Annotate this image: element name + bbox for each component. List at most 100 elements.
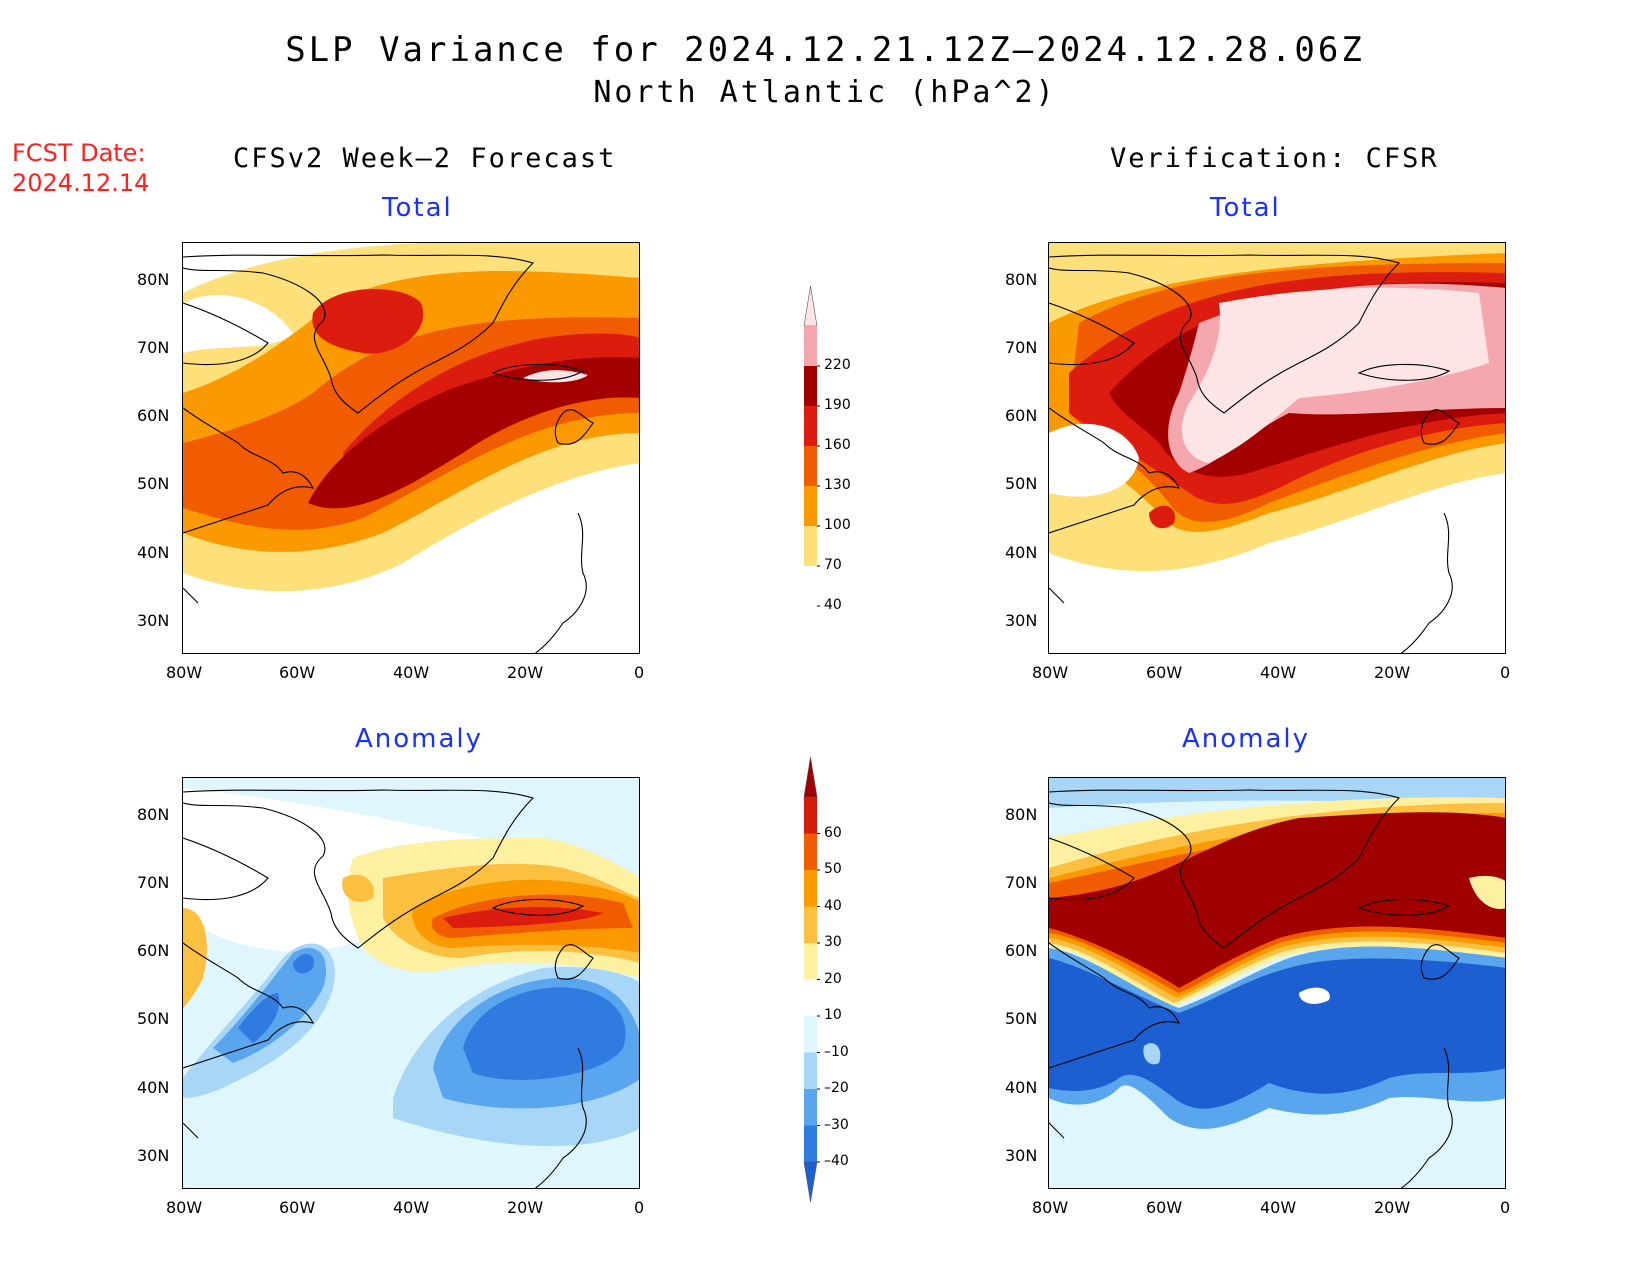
lat-tick: 60N (1005, 941, 1038, 960)
colorbar-anomaly-label: –10 (824, 1043, 849, 1060)
colorbar-anomaly-swatch (804, 1052, 817, 1089)
lat-tick: 80N (137, 805, 170, 824)
lon-tick: 80W (1032, 1198, 1069, 1217)
lat-tick: 50N (137, 474, 170, 493)
colorbar-anomaly-swatches (803, 757, 820, 1202)
panel-bl-title: Anomaly (355, 724, 484, 754)
lat-tick: 80N (1005, 270, 1038, 289)
colorbar-total-swatch (804, 486, 817, 526)
lon-tick: 40W (393, 663, 430, 682)
colorbar-total-over-triangle (803, 286, 818, 327)
lon-tick: 20W (507, 1198, 544, 1217)
lat-tick: 80N (137, 270, 170, 289)
map-forecast-total-fill (183, 243, 639, 653)
left-column-title: CFSv2 Week–2 Forecast (233, 143, 617, 174)
lat-tick: 50N (1005, 1009, 1038, 1028)
main-subtitle: North Atlantic (hPa^2) (593, 75, 1057, 110)
lon-tick: 40W (1260, 663, 1297, 682)
colorbar-total-label: 40 (824, 597, 842, 613)
colorbar-total-label: 190 (824, 397, 851, 413)
lat-tick: 50N (137, 1009, 170, 1028)
lat-tick: 70N (137, 873, 170, 892)
colorbar-anomaly-swatch (804, 1016, 817, 1053)
colorbar-total-label: 100 (824, 517, 851, 533)
lon-tick: 80W (166, 663, 203, 682)
lon-tick: 80W (166, 1198, 203, 1217)
lat-tick: 40N (137, 1078, 170, 1097)
colorbar-anomaly-label: 50 (824, 861, 842, 877)
lat-tick: 80N (1005, 805, 1038, 824)
lon-tick: 0 (634, 663, 645, 682)
lon-tick: 60W (279, 1198, 316, 1217)
map-verification-total (1048, 242, 1506, 654)
colorbar-total-swatch (804, 326, 817, 366)
lat-tick: 70N (137, 338, 170, 357)
fcst-date-value: 2024.12.14 (12, 169, 150, 197)
lon-tick: 0 (1500, 1198, 1511, 1217)
lon-tick: 0 (634, 1198, 645, 1217)
colorbar-anomaly-over-triangle (803, 757, 818, 798)
colorbar-anomaly-swatch (804, 979, 817, 1016)
lat-tick: 60N (137, 406, 170, 425)
colorbar-anomaly-label: 40 (824, 897, 842, 914)
colorbar-anomaly-label: –30 (824, 1116, 849, 1133)
colorbar-anomaly-under-triangle (803, 1161, 818, 1202)
right-column-title: Verification: CFSR (1110, 143, 1439, 174)
lat-tick: 40N (1005, 1078, 1038, 1097)
colorbar-total-label: 130 (824, 477, 851, 493)
lat-tick: 30N (137, 611, 170, 630)
colorbar-total-label: 160 (824, 437, 851, 453)
lon-tick: 20W (1374, 1198, 1411, 1217)
colorbar-total-label: 220 (824, 357, 851, 373)
lat-tick: 50N (1005, 474, 1038, 493)
lat-tick: 40N (1005, 543, 1038, 562)
colorbar-total-swatches (803, 286, 820, 607)
colorbar-anomaly-label: 60 (824, 824, 842, 841)
lat-tick: 70N (1005, 873, 1038, 892)
map-verification-anomaly (1048, 777, 1506, 1189)
lat-tick: 60N (1005, 406, 1038, 425)
colorbar-anomaly-swatch (804, 870, 817, 907)
map-verification-anomaly-fill (1049, 778, 1505, 1188)
lon-tick: 60W (279, 663, 316, 682)
lon-tick: 80W (1032, 663, 1069, 682)
colorbar-anomaly-swatch (804, 906, 817, 943)
colorbar-total-swatch (804, 406, 817, 446)
colorbar-anomaly-label: –20 (824, 1080, 849, 1096)
map-verification-total-fill (1049, 243, 1505, 653)
colorbar-anomaly-swatch (804, 833, 817, 870)
colorbar-anomaly-swatch (804, 1125, 817, 1162)
lat-tick: 60N (137, 941, 170, 960)
lon-tick: 20W (1374, 663, 1411, 682)
panel-br-title: Anomaly (1182, 724, 1311, 754)
panel-tl-title: Total (382, 193, 453, 223)
lat-tick: 70N (1005, 338, 1038, 357)
colorbar-anomaly-swatch (804, 1089, 817, 1126)
colorbar-anomaly-swatch (804, 943, 817, 980)
map-forecast-total (182, 242, 640, 654)
colorbar-total-swatch (804, 366, 817, 406)
main-title: SLP Variance for 2024.12.21.12Z–2024.12.… (285, 30, 1365, 70)
fcst-date-label: FCST Date: (12, 139, 146, 167)
map-forecast-anomaly (182, 777, 640, 1189)
colorbar-total-swatch (804, 526, 817, 566)
colorbar-total-swatch (804, 446, 817, 486)
lat-tick: 30N (1005, 1146, 1038, 1165)
colorbar-anomaly-label: –40 (824, 1153, 849, 1169)
lon-tick: 20W (507, 663, 544, 682)
lon-tick: 60W (1146, 1198, 1183, 1217)
map-forecast-anomaly-fill (183, 778, 639, 1188)
lat-tick: 30N (1005, 611, 1038, 630)
colorbar-anomaly-label: 20 (824, 970, 842, 987)
lat-tick: 30N (137, 1146, 170, 1165)
panel-tr-title: Total (1210, 193, 1281, 223)
fcst-date: FCST Date: 2024.12.14 (12, 138, 149, 198)
lon-tick: 40W (393, 1198, 430, 1217)
lon-tick: 0 (1500, 663, 1511, 682)
lon-tick: 40W (1260, 1198, 1297, 1217)
colorbar-total-label: 70 (824, 557, 842, 573)
colorbar-anomaly-swatch (804, 797, 817, 834)
lat-tick: 40N (137, 543, 170, 562)
colorbar-anomaly-label: 10 (824, 1007, 842, 1023)
colorbar-anomaly-label: 30 (824, 934, 842, 950)
